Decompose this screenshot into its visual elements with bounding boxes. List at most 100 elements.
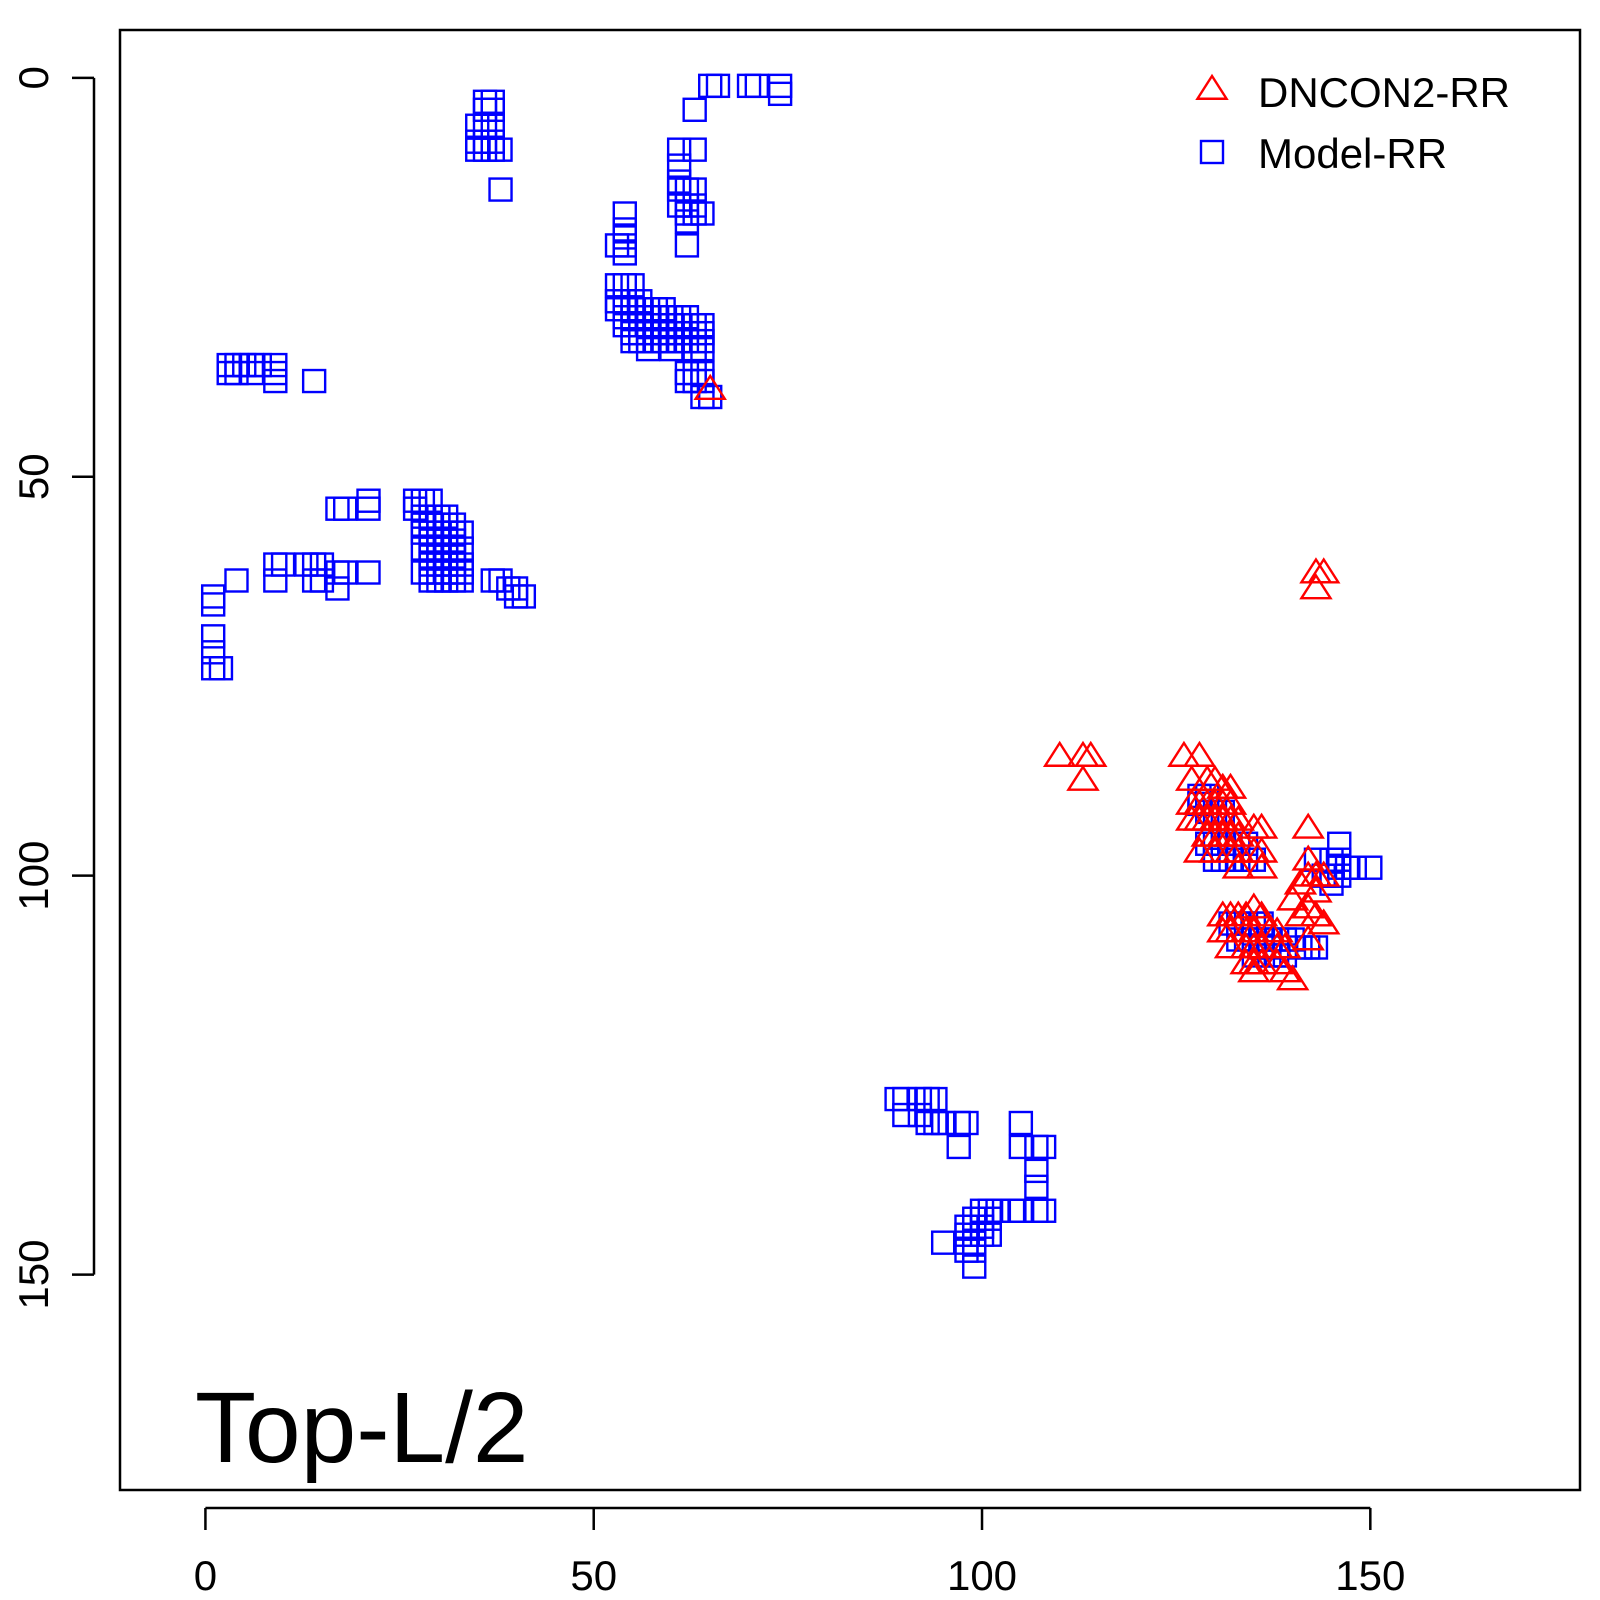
model-rr-point	[418, 560, 443, 585]
model-rr-point	[674, 193, 700, 218]
model-rr-point	[441, 544, 467, 569]
dncon2-rr-point	[1221, 852, 1256, 879]
model-rr-point	[682, 137, 707, 162]
model-rr-point	[309, 568, 335, 593]
model-rr-point	[674, 177, 700, 202]
model-rr-point	[449, 536, 474, 561]
model-rr-point	[954, 1110, 979, 1136]
model-rr-point	[200, 584, 226, 609]
model-rr-point	[620, 328, 645, 354]
data-points	[200, 73, 1383, 1279]
model-rr-point	[666, 169, 692, 194]
dncon2-rr-point	[1291, 812, 1325, 839]
model-rr-point	[1319, 847, 1344, 872]
y-axis: 0 50 100 150	[10, 66, 96, 1310]
model-rr-point	[441, 560, 467, 585]
model-rr-point	[410, 520, 436, 545]
dncon2-rr-point	[1213, 788, 1248, 815]
model-rr-point	[1327, 847, 1352, 872]
y-tick-label: 150	[10, 1240, 57, 1310]
model-rr-point	[612, 312, 637, 338]
model-rr-point	[426, 528, 451, 553]
model-rr-point	[612, 289, 637, 314]
model-rr-point	[449, 568, 474, 593]
dncon2-rr-point	[1221, 804, 1256, 831]
model-rr-point	[930, 1110, 956, 1136]
model-rr-point	[433, 520, 459, 545]
model-rr-point	[635, 328, 661, 354]
model-rr-point	[426, 520, 451, 545]
dncon2-rr-point	[1221, 820, 1256, 847]
model-rr-point	[449, 552, 474, 577]
model-rr-point	[915, 1086, 940, 1112]
model-rr-point	[418, 544, 443, 569]
model-rr-point	[666, 193, 692, 218]
model-rr-point	[767, 81, 793, 107]
model-rr-point	[628, 320, 653, 346]
model-rr-point	[674, 201, 700, 226]
model-rr-point	[698, 73, 723, 99]
model-rr-point	[1008, 1134, 1034, 1160]
model-rr-point	[247, 352, 272, 378]
model-rr-point	[472, 113, 498, 138]
model-rr-point	[612, 233, 637, 258]
model-rr-point	[418, 488, 443, 513]
model-rr-point	[333, 496, 358, 521]
model-rr-point	[659, 328, 684, 354]
model-rr-point	[418, 504, 443, 529]
model-rr-point	[666, 312, 692, 338]
model-rr-point	[465, 129, 490, 154]
dncon2-rr-point	[1283, 868, 1318, 895]
model-rr-point	[472, 89, 498, 115]
model-rr-point	[224, 360, 249, 386]
model-rr-point	[418, 552, 443, 577]
model-rr-point	[1334, 855, 1360, 880]
legend-item-model: Model-RR	[1199, 130, 1447, 177]
model-rr-point	[969, 1222, 995, 1247]
model-rr-point	[433, 568, 459, 593]
model-rr-point	[356, 560, 381, 585]
dncon2-rr-point	[1299, 900, 1333, 927]
model-rr-point	[985, 1198, 1010, 1223]
dncon2-rr-point	[1167, 740, 1201, 767]
model-rr-point	[1000, 1198, 1026, 1223]
x-tick-label: 150	[1335, 1552, 1405, 1599]
model-rr-point	[659, 305, 684, 330]
model-rr-point	[232, 352, 257, 378]
model-rr-point	[643, 328, 669, 354]
model-rr-point	[674, 368, 700, 394]
x-axis: 0 50 100 150	[194, 1506, 1405, 1599]
model-rr-point	[503, 584, 529, 609]
model-rr-point	[356, 496, 381, 521]
model-rr-point	[690, 360, 715, 386]
model-rr-point	[1031, 1134, 1057, 1160]
model-rr-point	[496, 576, 521, 601]
model-rr-point	[410, 504, 436, 529]
model-rr-point	[954, 1222, 979, 1247]
model-rr-point	[892, 1086, 917, 1112]
legend: DNCON2-RR Model-RR	[1195, 69, 1510, 177]
model-rr-point	[946, 1134, 971, 1160]
model-rr-point	[200, 624, 226, 649]
model-rr-point	[643, 305, 669, 330]
model-rr-point	[1327, 863, 1352, 888]
model-rr-point	[433, 504, 459, 529]
model-rr-point	[402, 488, 428, 513]
plot-frame	[118, 28, 1582, 1492]
model-rr-point	[216, 352, 241, 378]
legend-label-model: Model-RR	[1258, 130, 1447, 177]
model-rr-point	[263, 352, 288, 378]
model-rr-point	[674, 305, 700, 330]
model-rr-point	[472, 97, 498, 122]
dncon2-rr-point	[1299, 573, 1333, 600]
model-rr-point	[301, 552, 327, 577]
model-rr-point	[962, 1222, 987, 1247]
model-rr-point	[643, 297, 669, 322]
model-rr-point	[690, 312, 715, 338]
model-rr-point	[426, 536, 451, 561]
x-tick-label: 50	[570, 1552, 617, 1599]
model-rr-point	[325, 560, 350, 585]
dncon2-rr-point	[1260, 948, 1294, 975]
model-rr-point	[309, 552, 335, 577]
model-rr-point	[239, 352, 265, 378]
